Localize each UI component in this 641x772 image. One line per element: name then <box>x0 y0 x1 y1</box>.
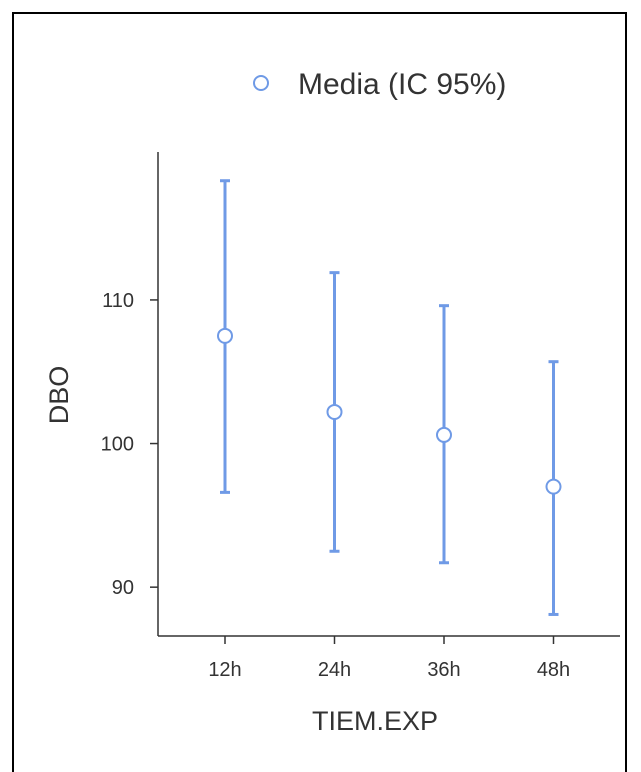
y-tick-label-110: 110 <box>102 290 134 312</box>
x-tick-label-12h: 12h <box>208 659 241 681</box>
mean-point-24h <box>326 403 343 420</box>
x-tick-label-36h: 36h <box>427 659 460 681</box>
mean-point-36h <box>436 426 452 443</box>
x-tick-label-24h: 24h <box>318 659 351 681</box>
y-tick-label-90: 90 <box>112 577 134 599</box>
y-tick-label-100: 100 <box>101 434 134 456</box>
chart-frame <box>12 12 627 772</box>
y-axis-title: DBO <box>44 366 74 425</box>
legend-marker <box>253 75 269 91</box>
mean-point-12h <box>217 327 233 344</box>
x-tick-label-48h: 48h <box>537 659 570 681</box>
mean-point-48h <box>545 478 562 495</box>
x-axis-title: TIEM.EXP <box>312 706 438 736</box>
legend-label: Media (IC 95%) <box>298 68 506 101</box>
